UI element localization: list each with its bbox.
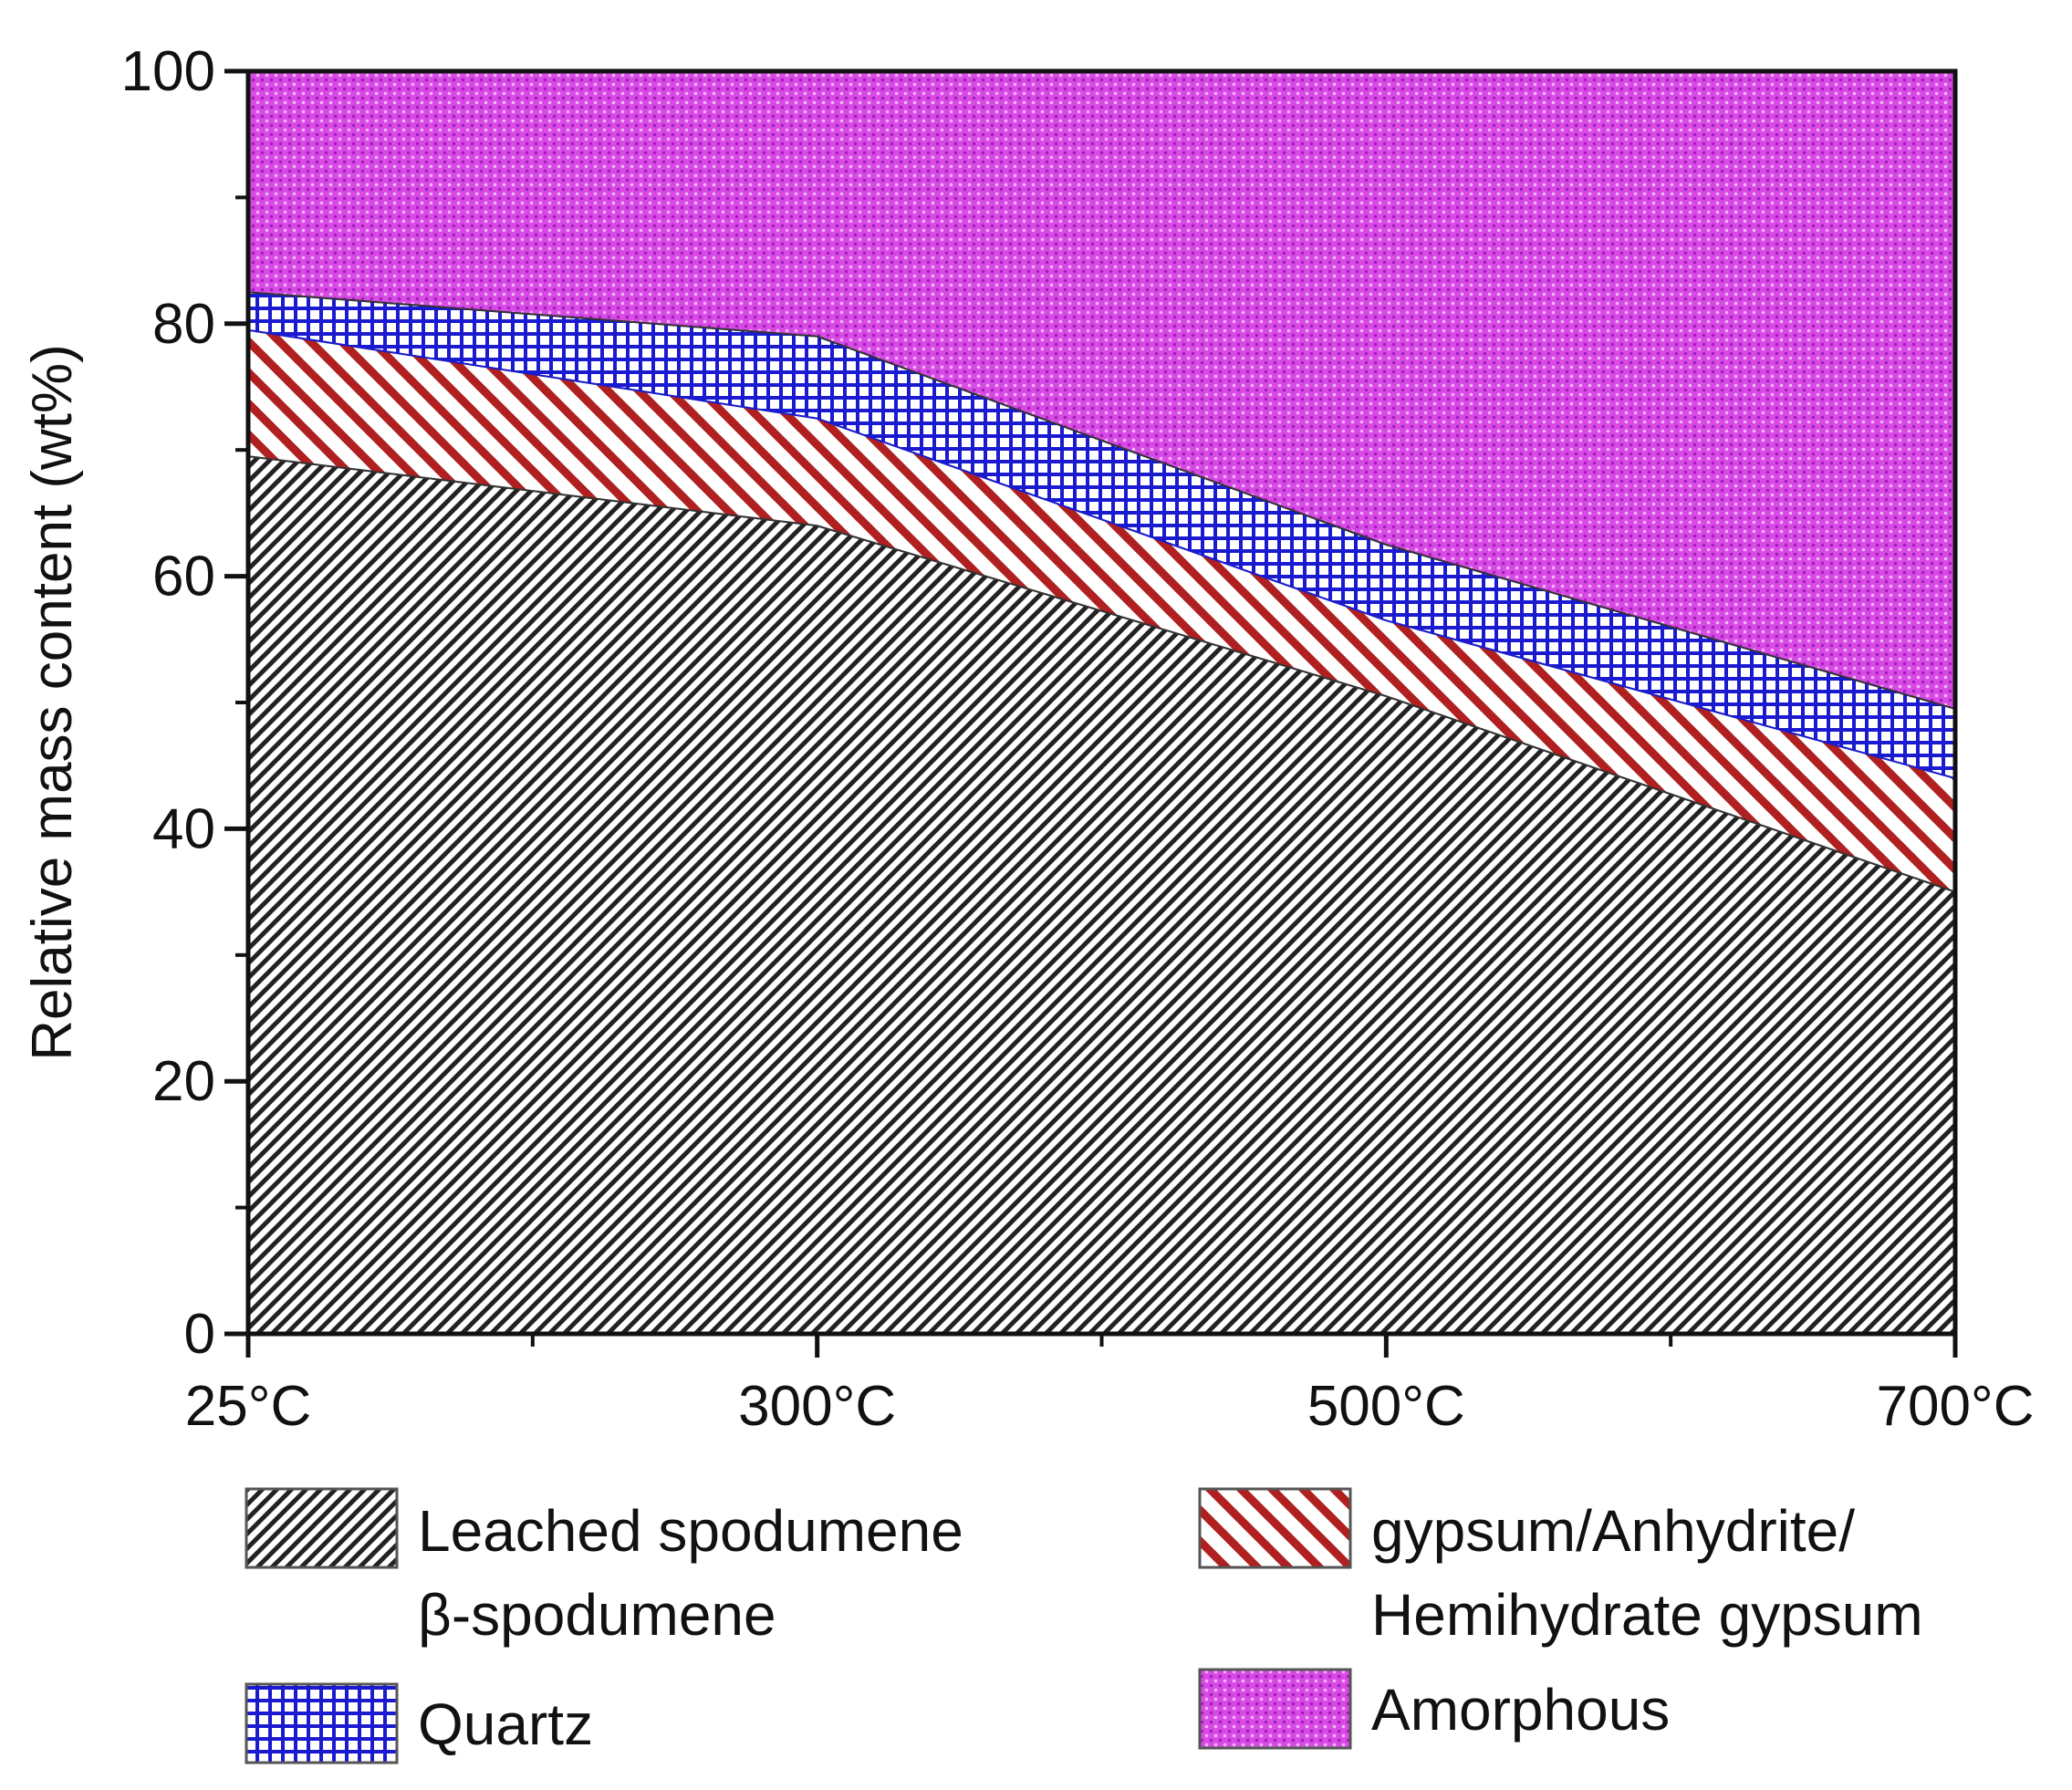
legend-swatch	[245, 1487, 399, 1569]
legend-swatch	[245, 1682, 399, 1764]
legend-label: gypsum/Anhydrite/	[1371, 1498, 1855, 1564]
legend-swatch	[1198, 1668, 1352, 1750]
legend-label: Quartz	[418, 1691, 593, 1757]
legend-swatch	[1198, 1487, 1352, 1569]
legend-label: Hemihydrate gypsum	[1371, 1582, 1923, 1648]
x-tick-label: 700°C	[1876, 1375, 2034, 1438]
x-axis: 25°C 300°C 500°C 700°C	[185, 1334, 2035, 1438]
y-axis: 0 20 40 60 80 100	[121, 40, 248, 1366]
x-tick-label: 25°C	[185, 1375, 312, 1438]
legend: Leached spodumene β-spodumene gypsum/Anhyd…	[245, 1487, 1923, 1764]
legend-label: Amorphous	[1371, 1677, 1670, 1743]
y-tick-label: 20	[152, 1050, 215, 1113]
y-tick-label: 40	[152, 797, 215, 860]
x-tick-label: 300°C	[738, 1375, 896, 1438]
y-tick-label: 60	[152, 546, 215, 609]
y-tick-label: 80	[152, 293, 215, 356]
legend-label: β-spodumene	[418, 1582, 776, 1648]
x-tick-label: 500°C	[1307, 1375, 1465, 1438]
y-tick-label: 0	[184, 1303, 215, 1366]
y-tick-label: 100	[121, 40, 215, 103]
legend-label: Leached spodumene	[418, 1498, 963, 1564]
y-axis-title: Relative mass content (wt%)	[21, 344, 84, 1061]
area-layers	[247, 70, 1956, 1335]
